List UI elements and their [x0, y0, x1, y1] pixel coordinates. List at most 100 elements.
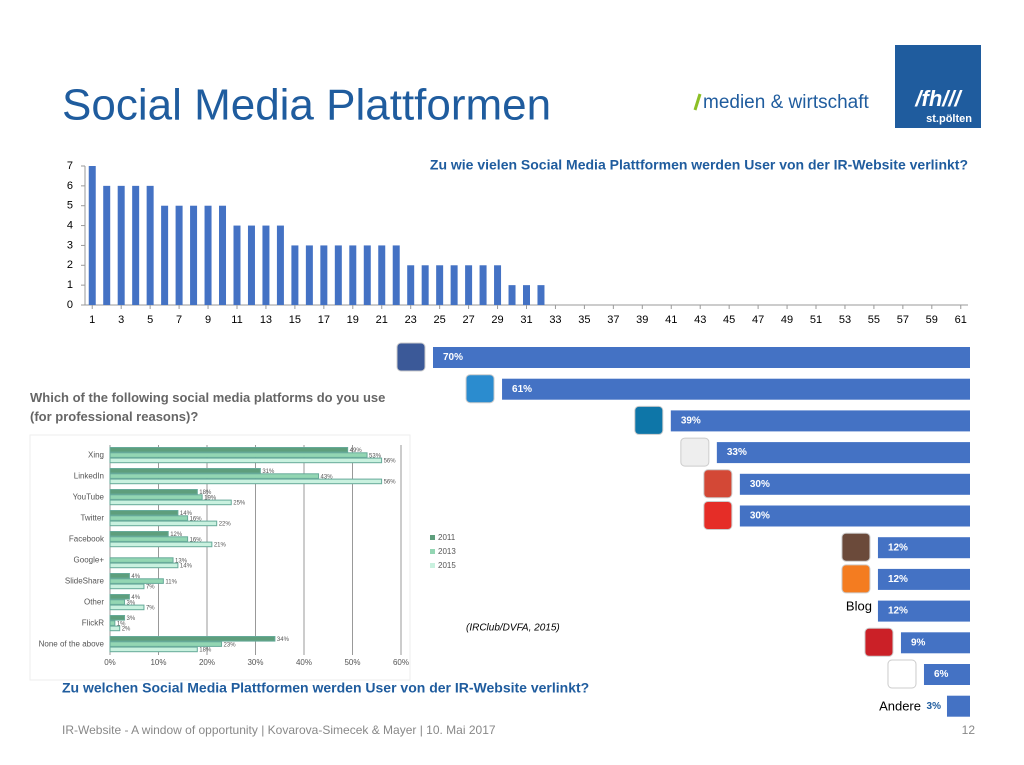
value-label: 31% [262, 469, 275, 475]
bar [334, 245, 342, 305]
x-tick-label: 11 [231, 314, 242, 326]
bar [739, 473, 970, 495]
bar [109, 499, 232, 506]
value-label: 4% [131, 574, 140, 580]
bar [88, 166, 96, 305]
value-label: 13% [175, 558, 188, 564]
x-tick-label: 60% [393, 658, 409, 667]
value-label: 3% [127, 600, 136, 606]
x-tick-label: 51 [810, 314, 822, 326]
bar [523, 285, 530, 305]
value-label: 56% [384, 480, 397, 486]
legend-swatch [430, 535, 435, 540]
bar [465, 265, 473, 305]
x-tick-label: 49 [781, 314, 793, 326]
bar [877, 600, 970, 622]
value-label: 12% [888, 574, 908, 585]
category-label: Twitter [80, 514, 104, 523]
bar [109, 562, 179, 569]
bar [109, 520, 218, 527]
chart-title: Which of the following social media plat… [30, 390, 386, 424]
value-label: 18% [199, 648, 212, 654]
platform-icon [864, 627, 894, 657]
x-tick-label: 15 [289, 314, 301, 326]
logo-text: medien & wirtschaft [703, 92, 870, 113]
x-tick-label: 47 [752, 314, 764, 326]
value-label: 30% [750, 479, 770, 490]
value-label: 49% [350, 448, 363, 454]
bar [109, 599, 126, 605]
x-tick-label: 9 [205, 314, 211, 326]
value-label: 12% [170, 532, 183, 538]
category-label: Facebook [69, 535, 105, 544]
value-label: 70% [443, 352, 463, 363]
bar [109, 452, 368, 458]
value-label: 34% [277, 637, 290, 643]
bar [900, 632, 970, 654]
bar [320, 245, 328, 305]
slide-title: Social Media Plattformen [62, 81, 551, 130]
platform-icon [703, 469, 733, 499]
logo-mark: /fh/// [914, 86, 963, 111]
bar [109, 478, 383, 485]
value-label: 14% [180, 564, 193, 570]
value-label: 18% [199, 490, 212, 496]
category-label: Blog [846, 599, 872, 614]
x-tick-label: 5 [147, 314, 153, 326]
legend-label: 2011 [438, 533, 456, 542]
bar [670, 410, 970, 432]
bar [109, 573, 130, 579]
value-label: 16% [190, 516, 203, 522]
x-tick-label: 43 [694, 314, 706, 326]
bar [291, 245, 299, 305]
bar [132, 185, 140, 305]
value-label: 7% [146, 585, 155, 591]
value-label: 2% [122, 627, 131, 633]
bar [421, 265, 429, 305]
value-label: 3% [127, 616, 136, 622]
bar [247, 225, 255, 305]
y-tick-label: 4 [67, 219, 73, 231]
bar [109, 636, 276, 642]
x-tick-label: 57 [897, 314, 909, 326]
bar [109, 646, 198, 653]
value-label: 6% [934, 669, 949, 680]
bar [109, 557, 174, 563]
x-tick-label: 45 [723, 314, 735, 326]
bar [508, 285, 516, 305]
bar [363, 245, 371, 305]
x-tick-label: 37 [607, 314, 619, 326]
bar [276, 225, 284, 305]
x-tick-label: 53 [839, 314, 851, 326]
x-tick-label: 59 [926, 314, 938, 326]
bar [450, 265, 458, 305]
x-tick-label: 23 [405, 314, 417, 326]
bar [109, 625, 121, 632]
category-label: YouTube [73, 493, 105, 502]
chart-title: Zu welchen Social Media Plattformen werd… [62, 680, 589, 696]
bar [109, 620, 116, 626]
x-tick-label: 61 [955, 314, 967, 326]
value-label: 61% [512, 384, 532, 395]
value-label: 1% [117, 621, 126, 627]
bar [502, 378, 970, 400]
bar [262, 225, 270, 305]
bar [494, 265, 502, 305]
x-tick-label: 21 [376, 314, 388, 326]
value-label: 23% [224, 642, 237, 648]
x-tick-label: 50% [344, 658, 360, 667]
value-label: 7% [146, 606, 155, 612]
logo-box [895, 45, 981, 128]
legend-swatch [430, 563, 435, 568]
category-label: SlideShare [65, 577, 105, 586]
value-label: 43% [321, 474, 334, 480]
bar [233, 225, 241, 305]
bar [109, 494, 203, 500]
platform-icon [841, 532, 871, 562]
bar [109, 578, 164, 584]
platform-icon [396, 342, 426, 372]
bar [109, 515, 189, 521]
page-number: 12 [962, 723, 976, 737]
